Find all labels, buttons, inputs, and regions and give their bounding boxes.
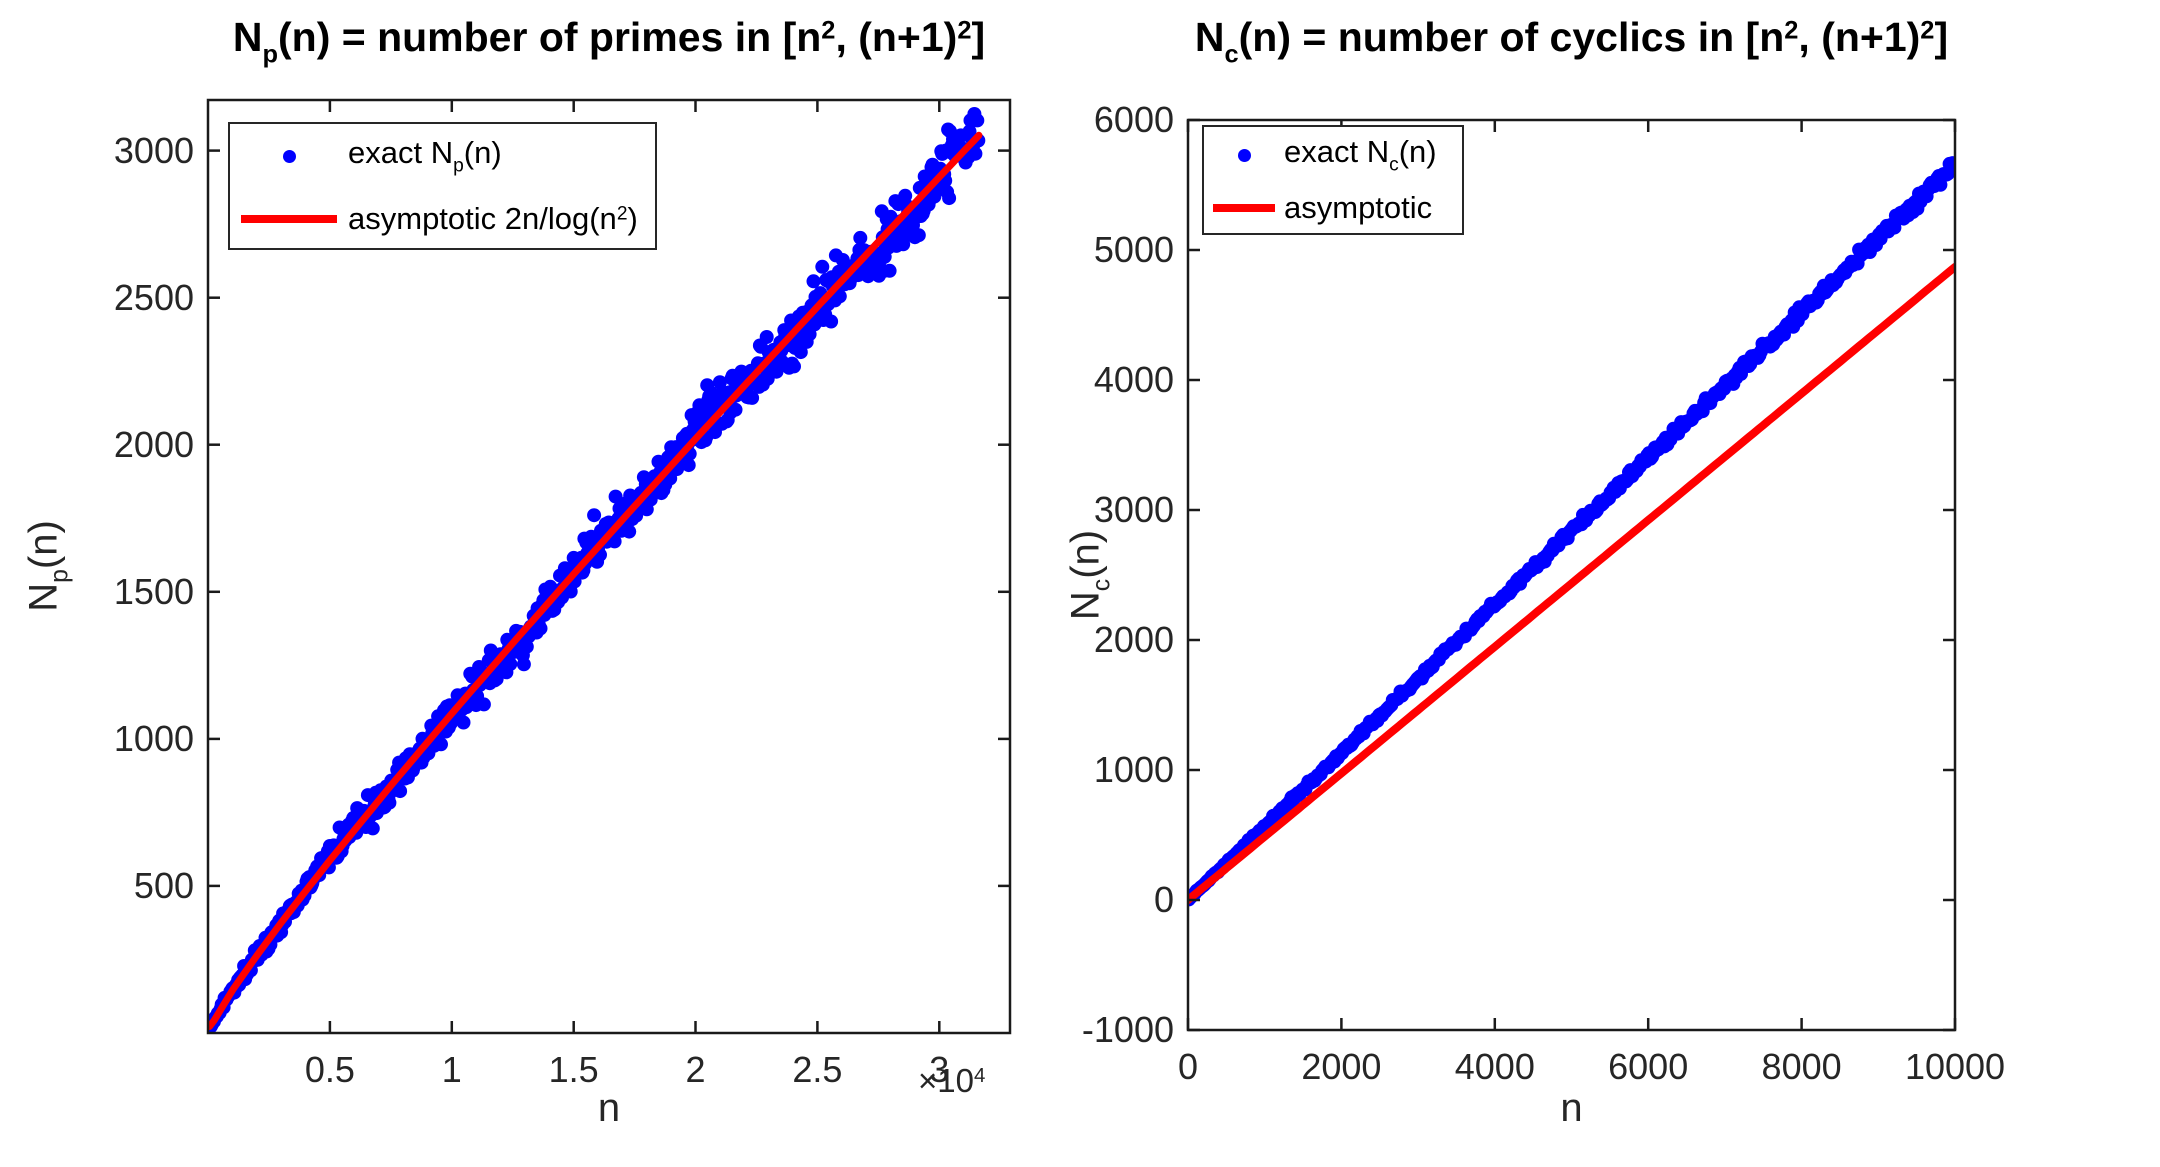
- y-tick-label: 0: [1153, 879, 1174, 920]
- legend-line-marker-icon: [241, 214, 337, 223]
- axes-box: [206, 98, 1012, 1035]
- x-tick-label: 1.5: [548, 1049, 599, 1090]
- plot-area: [1188, 156, 1955, 907]
- legend-label: exact Nc(n): [1284, 133, 1437, 176]
- plot-area: [208, 107, 986, 1033]
- left-plot-x-axis-multiplier: ×104: [918, 1062, 986, 1099]
- y-tick-label: 2000: [113, 423, 194, 465]
- legend-entry: asymptotic 2n/log(n2): [230, 201, 655, 237]
- scatter-series: [1188, 156, 1955, 907]
- y-tick-label: 500: [133, 864, 194, 906]
- left-plot-title: Np(n) = number of primes in [n2, (n+1)2]: [232, 14, 986, 69]
- tick-marks: [208, 100, 1010, 1033]
- right-plot-x-label: n: [1560, 1086, 1583, 1130]
- legend-dot-marker-icon: [1237, 148, 1251, 162]
- left-plot-x-label: n: [597, 1086, 621, 1130]
- x-tick-label: 2: [685, 1049, 706, 1090]
- x-tick-label: 4000: [1454, 1046, 1535, 1087]
- x-tick-label: 10000: [1904, 1046, 2006, 1087]
- legend-entry: exact Nc(n): [1204, 134, 1462, 177]
- left-plot-legend: exact Np(n) asymptotic 2n/log(n2): [228, 122, 657, 250]
- tick-marks: [1186, 118, 1957, 1032]
- x-tick-label: 3: [929, 1049, 950, 1090]
- y-tick-label: 2500: [113, 276, 194, 318]
- right-plot-title: Nc(n) = number of cyclics in [n2, (n+1)2…: [1194, 14, 1949, 69]
- legend-entry: asymptotic: [1204, 190, 1462, 226]
- y-tick-label: 1500: [113, 570, 194, 612]
- legend-label: asymptotic 2n/log(n2): [348, 200, 638, 236]
- x-tick-label: 0: [1177, 1046, 1199, 1087]
- y-tick-label: 3000: [1093, 489, 1174, 530]
- legend-label: exact Np(n): [348, 135, 502, 177]
- y-tick-label: 1000: [1093, 749, 1174, 790]
- y-tick-label: 1000: [113, 717, 194, 759]
- y-tick-label: 4000: [1093, 359, 1174, 400]
- x-tick-label: 2.5: [792, 1049, 843, 1090]
- x-tick-label: 6000: [1608, 1046, 1689, 1087]
- y-tick-label: -1000: [1081, 1009, 1174, 1050]
- asymptotic-line: [1188, 262, 1955, 904]
- axes-box: [1186, 118, 1957, 1032]
- legend-label: asymptotic: [1284, 190, 1433, 226]
- y-tick-label: 3000: [113, 129, 194, 171]
- y-tick-label: 2000: [1093, 619, 1174, 660]
- x-tick-label: 8000: [1761, 1046, 1842, 1087]
- asymptotic-line: [208, 131, 983, 1030]
- x-tick-label: 0.5: [304, 1049, 355, 1090]
- x-tick-label: 1: [441, 1049, 462, 1090]
- right-plot-y-label: Nc(n): [1063, 529, 1116, 621]
- x-tick-label: 2000: [1301, 1046, 1382, 1087]
- legend-dot-marker-icon: [282, 150, 296, 164]
- right-plot-legend: exact Nc(n) asymptotic: [1202, 125, 1464, 235]
- legend-entry: exact Np(n): [230, 135, 655, 178]
- y-tick-label: 6000: [1093, 99, 1174, 140]
- y-tick-label: 5000: [1093, 229, 1174, 270]
- legend-line-marker-icon: [1213, 204, 1275, 213]
